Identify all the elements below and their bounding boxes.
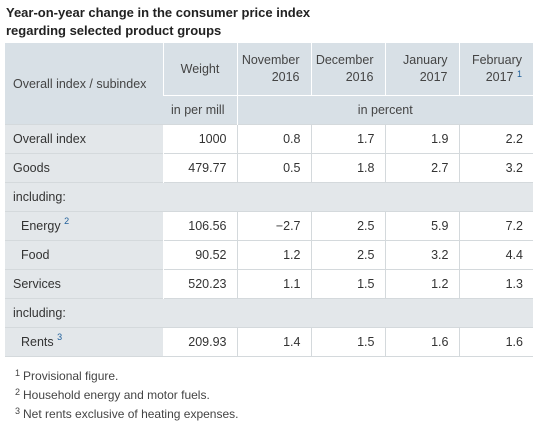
footnote-link[interactable]: 3 bbox=[57, 332, 63, 342]
row-label-services: Services bbox=[5, 269, 163, 299]
value-cell: 3.2 bbox=[384, 240, 459, 270]
value-cell: −2.7 bbox=[236, 211, 311, 241]
value-cell: 1.7 bbox=[310, 124, 385, 154]
value-cell: 1.2 bbox=[384, 269, 459, 299]
row-label-text: Energy bbox=[21, 219, 61, 233]
row-label-text: including: bbox=[13, 306, 66, 320]
row-label-text: Services bbox=[13, 277, 61, 291]
footnote-item: 2 Household energy and motor fuels. bbox=[15, 386, 238, 405]
subheading-filler bbox=[163, 182, 533, 212]
value-cell: 1.3 bbox=[458, 269, 533, 299]
unit-row: in per mill in percent bbox=[5, 95, 533, 125]
column-header-subindex: Overall index / subindex bbox=[5, 43, 163, 125]
column-header-weight: Weight bbox=[162, 43, 237, 96]
value-cell: 0.8 bbox=[236, 124, 311, 154]
row-label-goods: Goods bbox=[5, 153, 163, 183]
footnote-mark: 1 bbox=[15, 368, 21, 378]
unit-weight: in per mill bbox=[163, 95, 237, 125]
value-cell: 5.9 bbox=[384, 211, 459, 241]
month-year: 2017 bbox=[419, 70, 448, 84]
column-header-month: February 2017 1 bbox=[458, 43, 533, 96]
table-body: Overall index 1000 0.8 1.7 1.9 2.2 Goods 479.77… bbox=[5, 124, 533, 357]
footnotes: 1 Provisional figure. 2 Household energy an… bbox=[15, 367, 238, 424]
title-line-2: regarding selected product groups bbox=[6, 23, 222, 38]
cpi-table: Overall index / subindex Weight November… bbox=[5, 43, 533, 357]
footnote-item: 3 Net rents exclusive of heating expenses… bbox=[15, 405, 238, 424]
column-header-month: December 2016 bbox=[310, 43, 385, 96]
footnote-mark: 2 bbox=[15, 387, 21, 397]
row-label-including: including: bbox=[5, 298, 163, 328]
table-row: Services 520.23 1.1 1.5 1.2 1.3 bbox=[5, 269, 533, 299]
subheading-row: including: bbox=[5, 182, 533, 212]
row-label-text: Goods bbox=[13, 161, 50, 175]
table-row: Goods 479.77 0.5 1.8 2.7 3.2 bbox=[5, 153, 533, 183]
weight-cell: 106.56 bbox=[162, 211, 237, 241]
table-row: Rents 3 209.93 1.4 1.5 1.6 1.6 bbox=[5, 327, 533, 357]
value-cell: 2.5 bbox=[310, 240, 385, 270]
row-label-text: including: bbox=[13, 190, 66, 204]
row-label-energy: Energy 2 bbox=[5, 211, 163, 241]
footnote-item: 1 Provisional figure. bbox=[15, 367, 238, 386]
value-cell: 2.5 bbox=[310, 211, 385, 241]
row-label-including: including: bbox=[5, 182, 163, 212]
row-label-food: Food bbox=[5, 240, 163, 270]
value-cell: 1.1 bbox=[236, 269, 311, 299]
row-label-text: Rents bbox=[21, 335, 54, 349]
footnote-mark: 3 bbox=[15, 406, 21, 416]
value-cell: 1.5 bbox=[310, 327, 385, 357]
value-cell: 3.2 bbox=[458, 153, 533, 183]
subheading-row: including: bbox=[5, 298, 533, 328]
month-name: December bbox=[315, 53, 374, 67]
value-cell: 1.9 bbox=[384, 124, 459, 154]
value-cell: 2.7 bbox=[384, 153, 459, 183]
table-row: Energy 2 106.56 −2.7 2.5 5.9 7.2 bbox=[5, 211, 533, 241]
column-header-month: January 2017 bbox=[384, 43, 459, 96]
row-label-text: Overall index bbox=[13, 132, 86, 146]
footnote-text: Household energy and motor fuels. bbox=[23, 388, 210, 402]
footnote-link[interactable]: 2 bbox=[64, 216, 70, 226]
value-cell: 1.5 bbox=[310, 269, 385, 299]
value-cell: 4.4 bbox=[458, 240, 533, 270]
table-title: Year-on-year change in the consumer pric… bbox=[6, 4, 534, 40]
unit-percent: in percent bbox=[236, 95, 533, 125]
footnote-link[interactable]: 1 bbox=[516, 69, 522, 79]
value-cell: 1.4 bbox=[236, 327, 311, 357]
subheading-filler bbox=[163, 298, 533, 328]
value-cell: 2.2 bbox=[458, 124, 533, 154]
month-name: January bbox=[403, 53, 448, 67]
column-header-month: November 2016 bbox=[236, 43, 311, 96]
month-name: November bbox=[241, 53, 300, 67]
month-year: 2016 bbox=[345, 70, 374, 84]
header-row: Overall index / subindex Weight November… bbox=[5, 43, 533, 125]
month-year-value: 2017 bbox=[485, 70, 514, 84]
month-name: February bbox=[471, 53, 522, 67]
weight-cell: 90.52 bbox=[162, 240, 237, 270]
row-label-text: Food bbox=[21, 248, 50, 262]
value-cell: 0.5 bbox=[236, 153, 311, 183]
weight-cell: 209.93 bbox=[162, 327, 237, 357]
table-row: Food 90.52 1.2 2.5 3.2 4.4 bbox=[5, 240, 533, 270]
month-year: 2017 1 bbox=[460, 69, 522, 86]
value-cell: 1.8 bbox=[310, 153, 385, 183]
row-label-rents: Rents 3 bbox=[5, 327, 163, 357]
value-cell: 7.2 bbox=[458, 211, 533, 241]
row-label-overall-index: Overall index bbox=[5, 124, 163, 154]
weight-cell: 479.77 bbox=[162, 153, 237, 183]
month-year: 2016 bbox=[271, 70, 300, 84]
value-cell: 1.2 bbox=[236, 240, 311, 270]
table-row: Overall index 1000 0.8 1.7 1.9 2.2 bbox=[5, 124, 533, 154]
value-cell: 1.6 bbox=[384, 327, 459, 357]
footnote-text: Provisional figure. bbox=[23, 369, 119, 383]
weight-cell: 1000 bbox=[162, 124, 237, 154]
title-line-1: Year-on-year change in the consumer pric… bbox=[6, 5, 311, 20]
footnote-text: Net rents exclusive of heating expenses. bbox=[23, 407, 239, 421]
weight-cell: 520.23 bbox=[162, 269, 237, 299]
value-cell: 1.6 bbox=[458, 327, 533, 357]
